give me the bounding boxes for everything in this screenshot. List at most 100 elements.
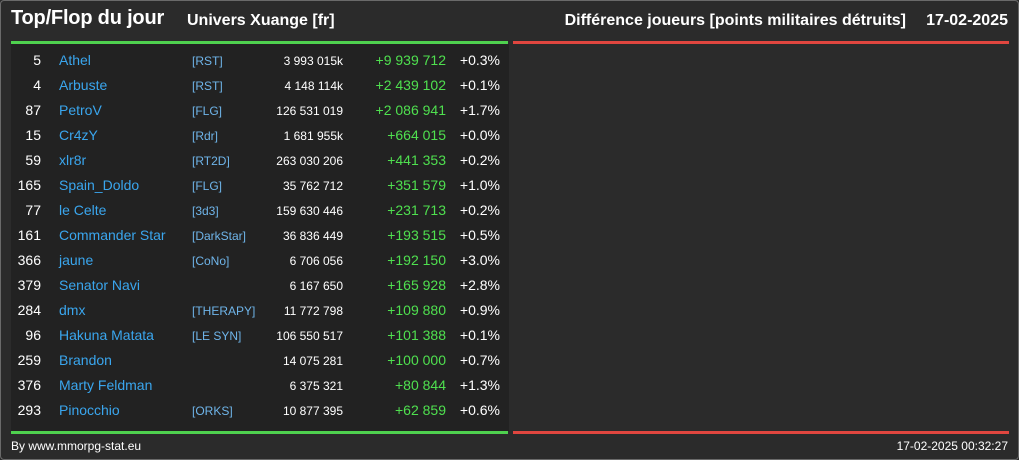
points-difference: +441 353 xyxy=(387,152,446,168)
percent-change: +0.1% xyxy=(459,327,500,343)
table-row: 15 Cr4zY [Rdr] 1 681 955k +664 015 +0.0% xyxy=(11,123,509,148)
ranking-subtitle: Différence joueurs [points militaires dé… xyxy=(564,12,906,29)
percent-change: +0.3% xyxy=(459,52,500,68)
player-points: 36 836 449 xyxy=(282,229,343,243)
player-name-link[interactable]: Cr4zY xyxy=(59,127,98,143)
player-points: 11 772 798 xyxy=(283,304,343,318)
percent-change: +2.8% xyxy=(459,277,500,293)
footer-credit[interactable]: By www.mmorpg-stat.eu xyxy=(11,439,142,453)
player-rank: 59 xyxy=(25,152,41,168)
player-points: 126 531 019 xyxy=(276,104,343,118)
player-name-link[interactable]: xlr8r xyxy=(59,152,87,168)
alliance-tag: [3d3] xyxy=(192,204,219,218)
player-points: 3 993 015k xyxy=(283,54,343,68)
player-name-link[interactable]: Spain_Doldo xyxy=(59,177,140,193)
points-difference: +100 000 xyxy=(387,352,446,368)
alliance-tag: [Rdr] xyxy=(192,129,219,143)
player-rank: 96 xyxy=(25,327,41,343)
player-rank: 284 xyxy=(17,302,41,318)
alliance-tag: [ORKS] xyxy=(192,404,233,418)
page-title: Top/Flop du jour xyxy=(11,7,165,29)
player-name-link[interactable]: Marty Feldman xyxy=(59,377,153,393)
table-row: 284 dmx [THERAPY] 11 772 798 +109 880 +0.9% xyxy=(11,298,509,323)
table-row: 161 Commander Star [DarkStar] 36 836 449 +19… xyxy=(11,223,509,248)
table-row: 293 Pinocchio [ORKS] 10 877 395 +62 859 +0.6% xyxy=(11,398,509,423)
alliance-tag: [FLG] xyxy=(192,104,223,118)
percent-change: +0.5% xyxy=(459,227,500,243)
flop-bottom-bar xyxy=(513,431,1009,434)
player-rank: 366 xyxy=(17,252,41,268)
points-difference: +351 579 xyxy=(387,177,446,193)
player-points: 6 375 321 xyxy=(289,379,343,393)
table-row: 4 Arbuste [RST] 4 148 114k +2 439 102 +0.1% xyxy=(11,73,509,98)
player-name-link[interactable]: Senator Navi xyxy=(59,277,140,293)
player-name-link[interactable]: Pinocchio xyxy=(59,402,120,418)
player-rank: 293 xyxy=(17,402,41,418)
table-row: 376 Marty Feldman 6 375 321 +80 844 +1.3% xyxy=(11,373,509,398)
table-row: 366 jaune [CoNo] 6 706 056 +192 150 +3.0% xyxy=(11,248,509,273)
universe-label: Univers Xuange [fr] xyxy=(187,12,335,29)
header: Top/Flop du jour Univers Xuange [fr] Dif… xyxy=(1,1,1018,41)
player-points: 6 706 056 xyxy=(289,254,343,268)
player-name-link[interactable]: Commander Star xyxy=(59,227,166,243)
player-rank: 161 xyxy=(17,227,41,243)
alliance-tag: [THERAPY] xyxy=(192,304,256,318)
player-name-link[interactable]: Arbuste xyxy=(59,77,108,93)
alliance-tag: [RT2D] xyxy=(192,154,230,168)
percent-change: +0.2% xyxy=(459,152,500,168)
alliance-tag: [CoNo] xyxy=(192,254,230,268)
table-row: 165 Spain_Doldo [FLG] 35 762 712 +351 579 +1.… xyxy=(11,173,509,198)
player-points: 1 681 955k xyxy=(283,129,343,143)
player-name-link[interactable]: dmx xyxy=(59,302,86,318)
player-name-link[interactable]: Athel xyxy=(59,52,91,68)
percent-change: +0.1% xyxy=(459,77,500,93)
player-rank: 77 xyxy=(25,202,41,218)
table-row: 5 Athel [RST] 3 993 015k +9 939 712 +0.3% xyxy=(11,48,509,73)
player-rank: 379 xyxy=(17,277,41,293)
table-row: 259 Brandon 14 075 281 +100 000 +0.7% xyxy=(11,348,509,373)
player-rank: 87 xyxy=(25,102,41,118)
table-row: 379 Senator Navi 6 167 650 +165 928 +2.8% xyxy=(11,273,509,298)
player-points: 10 877 395 xyxy=(282,404,343,418)
player-name-link[interactable]: Brandon xyxy=(59,352,112,368)
player-points: 106 550 517 xyxy=(276,329,343,343)
percent-change: +0.7% xyxy=(459,352,500,368)
top-players-table: 5 Athel [RST] 3 993 015k +9 939 712 +0.3% 4 Arb… xyxy=(11,44,509,431)
player-rank: 259 xyxy=(17,352,41,368)
player-name-link[interactable]: PetroV xyxy=(59,102,102,118)
points-difference: +2 086 941 xyxy=(375,102,446,118)
table-row: 59 xlr8r [RT2D] 263 030 206 +441 353 +0.2% xyxy=(11,148,509,173)
points-difference: +231 713 xyxy=(387,202,446,218)
points-difference: +101 388 xyxy=(387,327,446,343)
alliance-tag: [RST] xyxy=(192,79,223,93)
player-name-link[interactable]: Hakuna Matata xyxy=(59,327,154,343)
points-difference: +193 515 xyxy=(387,227,446,243)
player-points: 35 762 712 xyxy=(282,179,343,193)
player-rank: 165 xyxy=(17,177,41,193)
points-difference: +2 439 102 xyxy=(375,77,446,93)
percent-change: +1.3% xyxy=(459,377,500,393)
player-rank: 15 xyxy=(25,127,41,143)
alliance-tag: [FLG] xyxy=(192,179,223,193)
points-difference: +664 015 xyxy=(387,127,446,143)
player-points: 4 148 114k xyxy=(284,79,344,93)
player-rank: 5 xyxy=(33,52,41,68)
player-rank: 376 xyxy=(17,377,41,393)
percent-change: +0.6% xyxy=(459,402,500,418)
percent-change: +0.9% xyxy=(459,302,500,318)
player-points: 6 167 650 xyxy=(289,279,343,293)
points-difference: +9 939 712 xyxy=(375,52,446,68)
player-name-link[interactable]: jaune xyxy=(59,252,94,268)
percent-change: +0.0% xyxy=(459,127,500,143)
footer-timestamp: 17-02-2025 00:32:27 xyxy=(896,439,1008,453)
player-points: 263 030 206 xyxy=(276,154,343,168)
player-points: 159 630 446 xyxy=(276,204,343,218)
player-points: 14 075 281 xyxy=(282,354,343,368)
alliance-tag: [RST] xyxy=(192,54,223,68)
player-name-link[interactable]: le Celte xyxy=(59,202,107,218)
table-row: 87 PetroV [FLG] 126 531 019 +2 086 941 +1.7% xyxy=(11,98,509,123)
top-accent-bar xyxy=(11,41,508,44)
alliance-tag: [LE SYN] xyxy=(192,329,242,343)
flop-accent-bar xyxy=(513,41,1009,44)
